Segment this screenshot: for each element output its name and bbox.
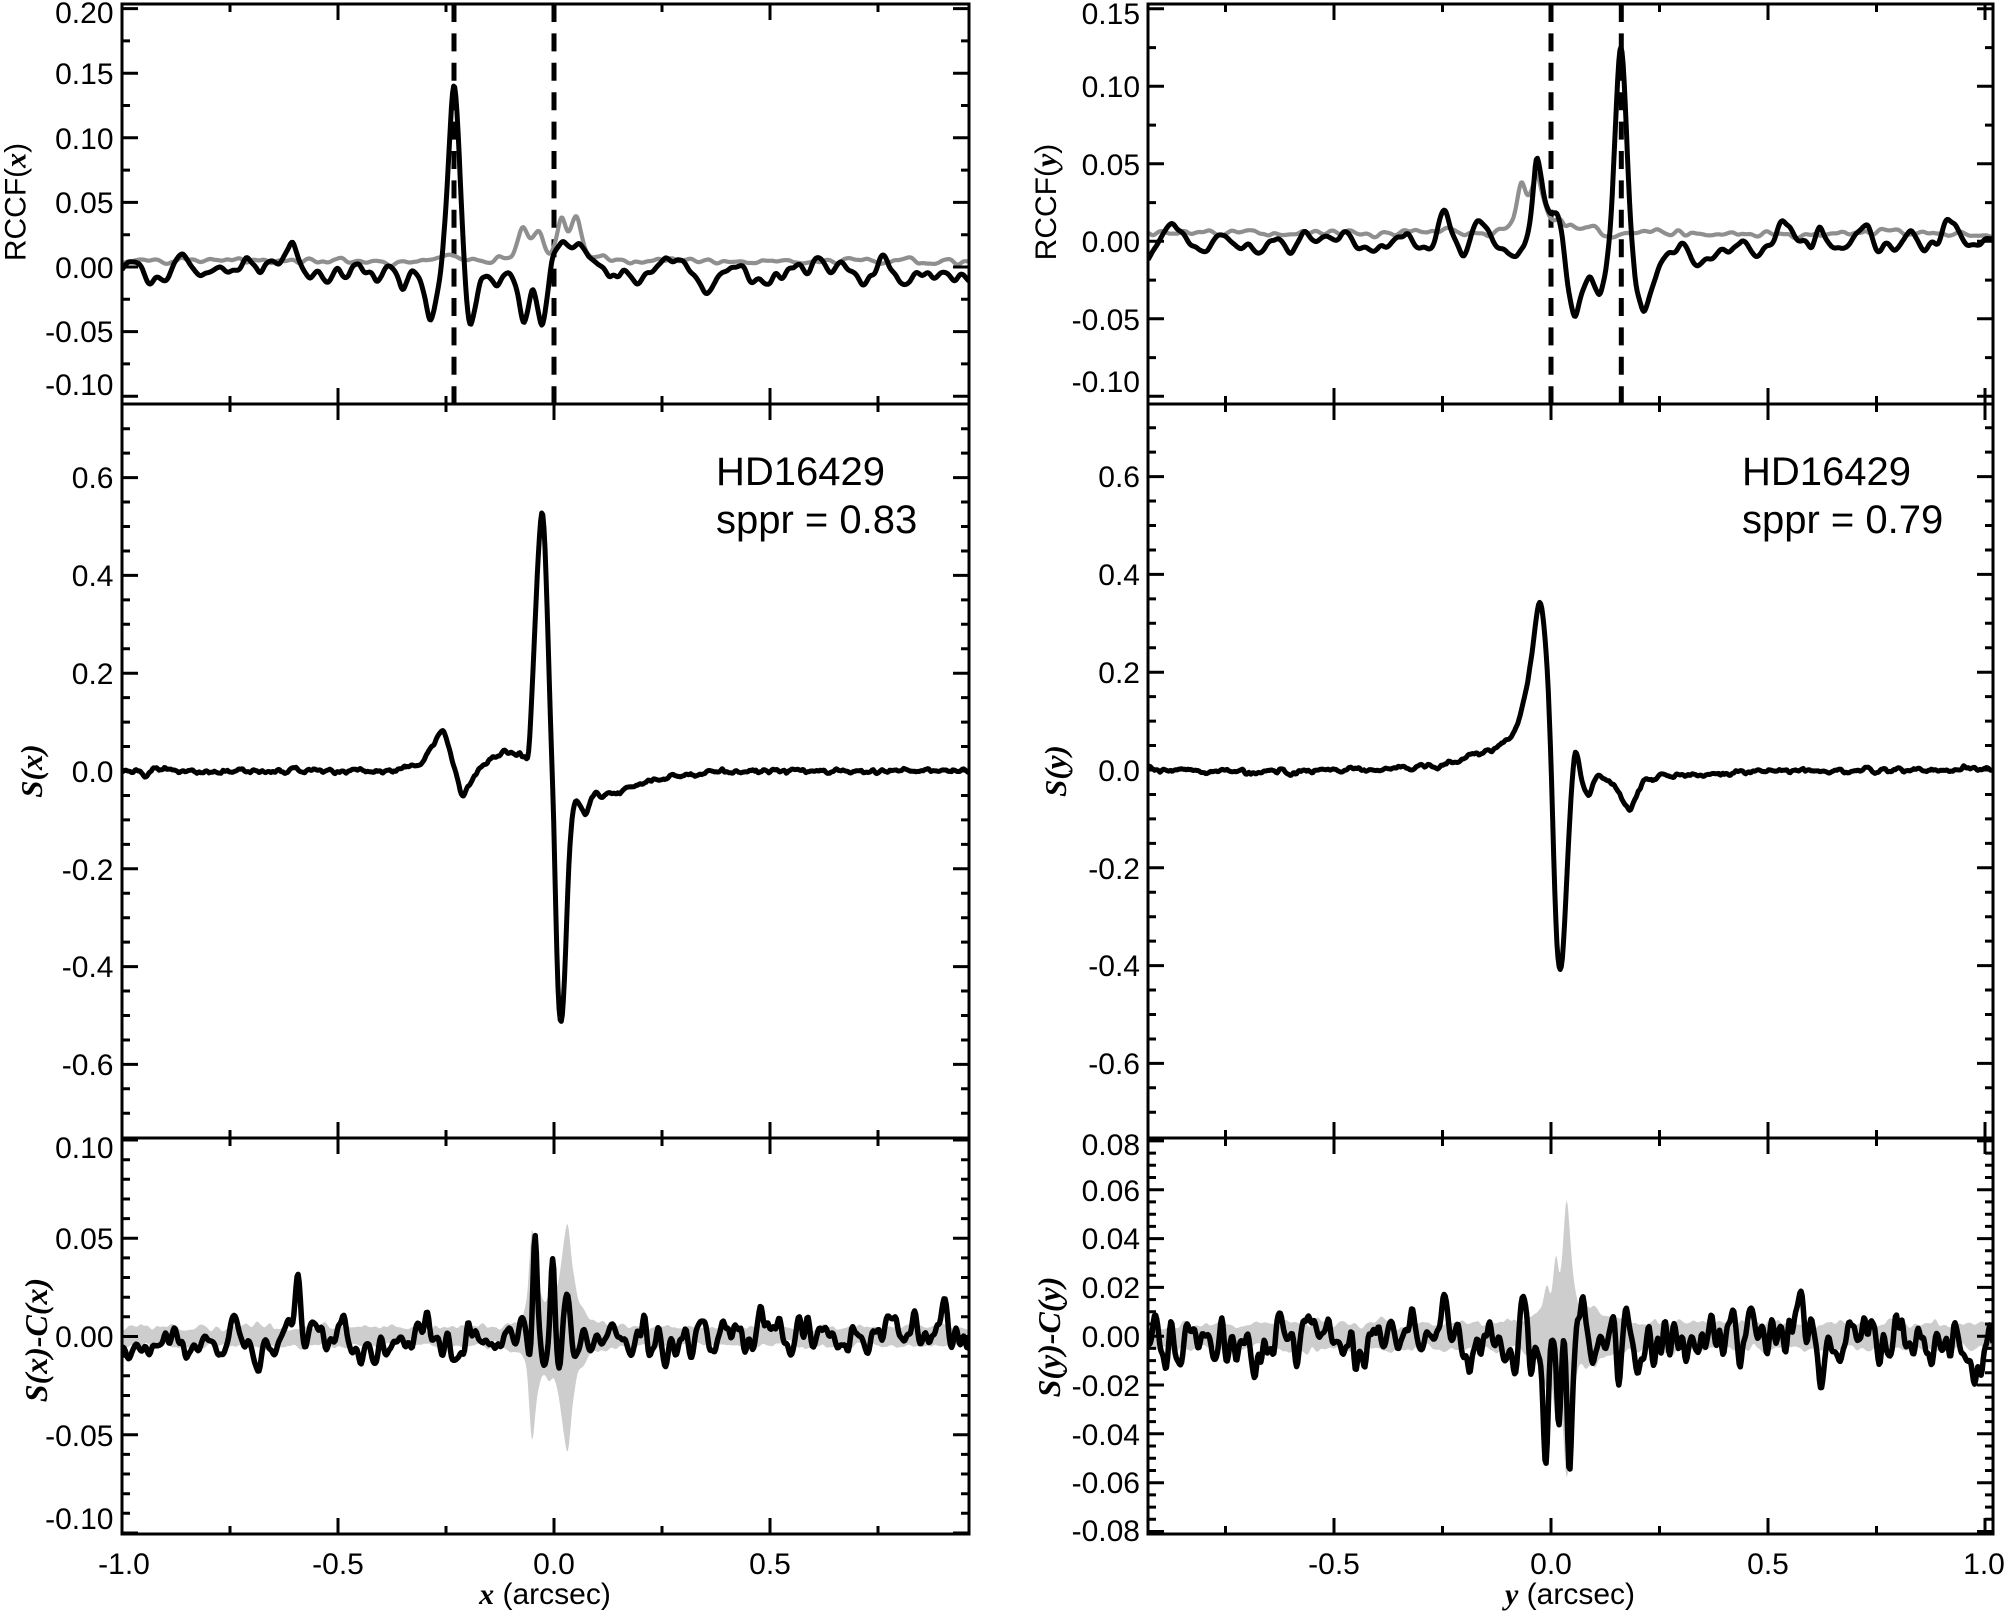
svg-text:sppr = 0.83: sppr = 0.83	[716, 498, 917, 542]
svg-text:0.04: 0.04	[1082, 1223, 1140, 1256]
svg-text:0.15: 0.15	[1082, 0, 1140, 31]
svg-text:S(y)-C(y): S(y)-C(y)	[1031, 1277, 1067, 1398]
svg-text:0.4: 0.4	[1098, 559, 1140, 592]
svg-text:0.2: 0.2	[72, 658, 114, 691]
svg-text:0.02: 0.02	[1082, 1272, 1140, 1305]
svg-text:HD16429: HD16429	[716, 450, 885, 494]
svg-text:0.0: 0.0	[1098, 755, 1140, 788]
svg-text:HD16429: HD16429	[1742, 450, 1911, 494]
svg-text:-0.10: -0.10	[45, 1503, 113, 1536]
svg-text:-0.10: -0.10	[45, 369, 113, 402]
svg-text:0.05: 0.05	[55, 187, 113, 220]
svg-text:-0.02: -0.02	[1072, 1370, 1140, 1403]
svg-text:0.05: 0.05	[55, 1223, 113, 1256]
svg-text:0.00: 0.00	[55, 252, 113, 285]
svg-text:S(y): S(y)	[1038, 745, 1073, 797]
svg-text:-0.4: -0.4	[1088, 950, 1140, 983]
svg-text:0.00: 0.00	[1082, 1321, 1140, 1354]
svg-text:0.10: 0.10	[55, 1132, 113, 1165]
svg-text:x (arcsec): x (arcsec)	[478, 1578, 611, 1611]
svg-text:0.2: 0.2	[1098, 657, 1140, 690]
svg-text:S(x)-C(x): S(x)-C(x)	[18, 1278, 54, 1402]
svg-text:y (arcsec): y (arcsec)	[1502, 1578, 1635, 1611]
svg-text:0.10: 0.10	[55, 123, 113, 156]
svg-text:0.05: 0.05	[1082, 149, 1140, 182]
svg-text:0.10: 0.10	[1082, 71, 1140, 104]
svg-text:-0.4: -0.4	[62, 951, 114, 984]
svg-text:1.0: 1.0	[1963, 1548, 2005, 1581]
svg-text:-0.5: -0.5	[1308, 1548, 1360, 1581]
svg-text:0.4: 0.4	[72, 560, 114, 593]
svg-text:0.20: 0.20	[55, 0, 113, 30]
svg-text:-0.05: -0.05	[45, 1420, 113, 1453]
svg-text:0.00: 0.00	[55, 1321, 113, 1354]
svg-text:RCCF(y): RCCF(y)	[1030, 144, 1063, 261]
svg-text:0.5: 0.5	[749, 1548, 791, 1581]
svg-text:0.08: 0.08	[1082, 1129, 1140, 1162]
svg-text:-0.08: -0.08	[1072, 1515, 1140, 1548]
svg-text:-0.5: -0.5	[312, 1548, 364, 1581]
svg-text:0.00: 0.00	[1082, 226, 1140, 259]
svg-text:0.06: 0.06	[1082, 1175, 1140, 1208]
svg-text:RCCF(x): RCCF(x)	[0, 143, 33, 261]
svg-text:0.6: 0.6	[1098, 461, 1140, 494]
svg-text:S(x): S(x)	[14, 744, 49, 797]
svg-text:0.5: 0.5	[1747, 1548, 1789, 1581]
svg-text:-1.0: -1.0	[98, 1548, 150, 1581]
svg-text:sppr = 0.79: sppr = 0.79	[1742, 498, 1943, 542]
svg-text:-0.05: -0.05	[1072, 304, 1140, 337]
svg-text:-0.2: -0.2	[62, 854, 114, 887]
svg-text:0.0: 0.0	[72, 756, 114, 789]
svg-text:0.0: 0.0	[533, 1548, 575, 1581]
svg-text:0.6: 0.6	[72, 462, 114, 495]
svg-text:0.15: 0.15	[55, 58, 113, 91]
svg-text:0.0: 0.0	[1530, 1548, 1572, 1581]
svg-text:-0.06: -0.06	[1072, 1467, 1140, 1500]
svg-text:-0.6: -0.6	[62, 1049, 114, 1082]
svg-text:-0.05: -0.05	[45, 316, 113, 349]
svg-text:-0.04: -0.04	[1072, 1419, 1140, 1452]
svg-text:-0.2: -0.2	[1088, 853, 1140, 886]
svg-text:-0.10: -0.10	[1072, 366, 1140, 399]
svg-text:-0.6: -0.6	[1088, 1048, 1140, 1081]
